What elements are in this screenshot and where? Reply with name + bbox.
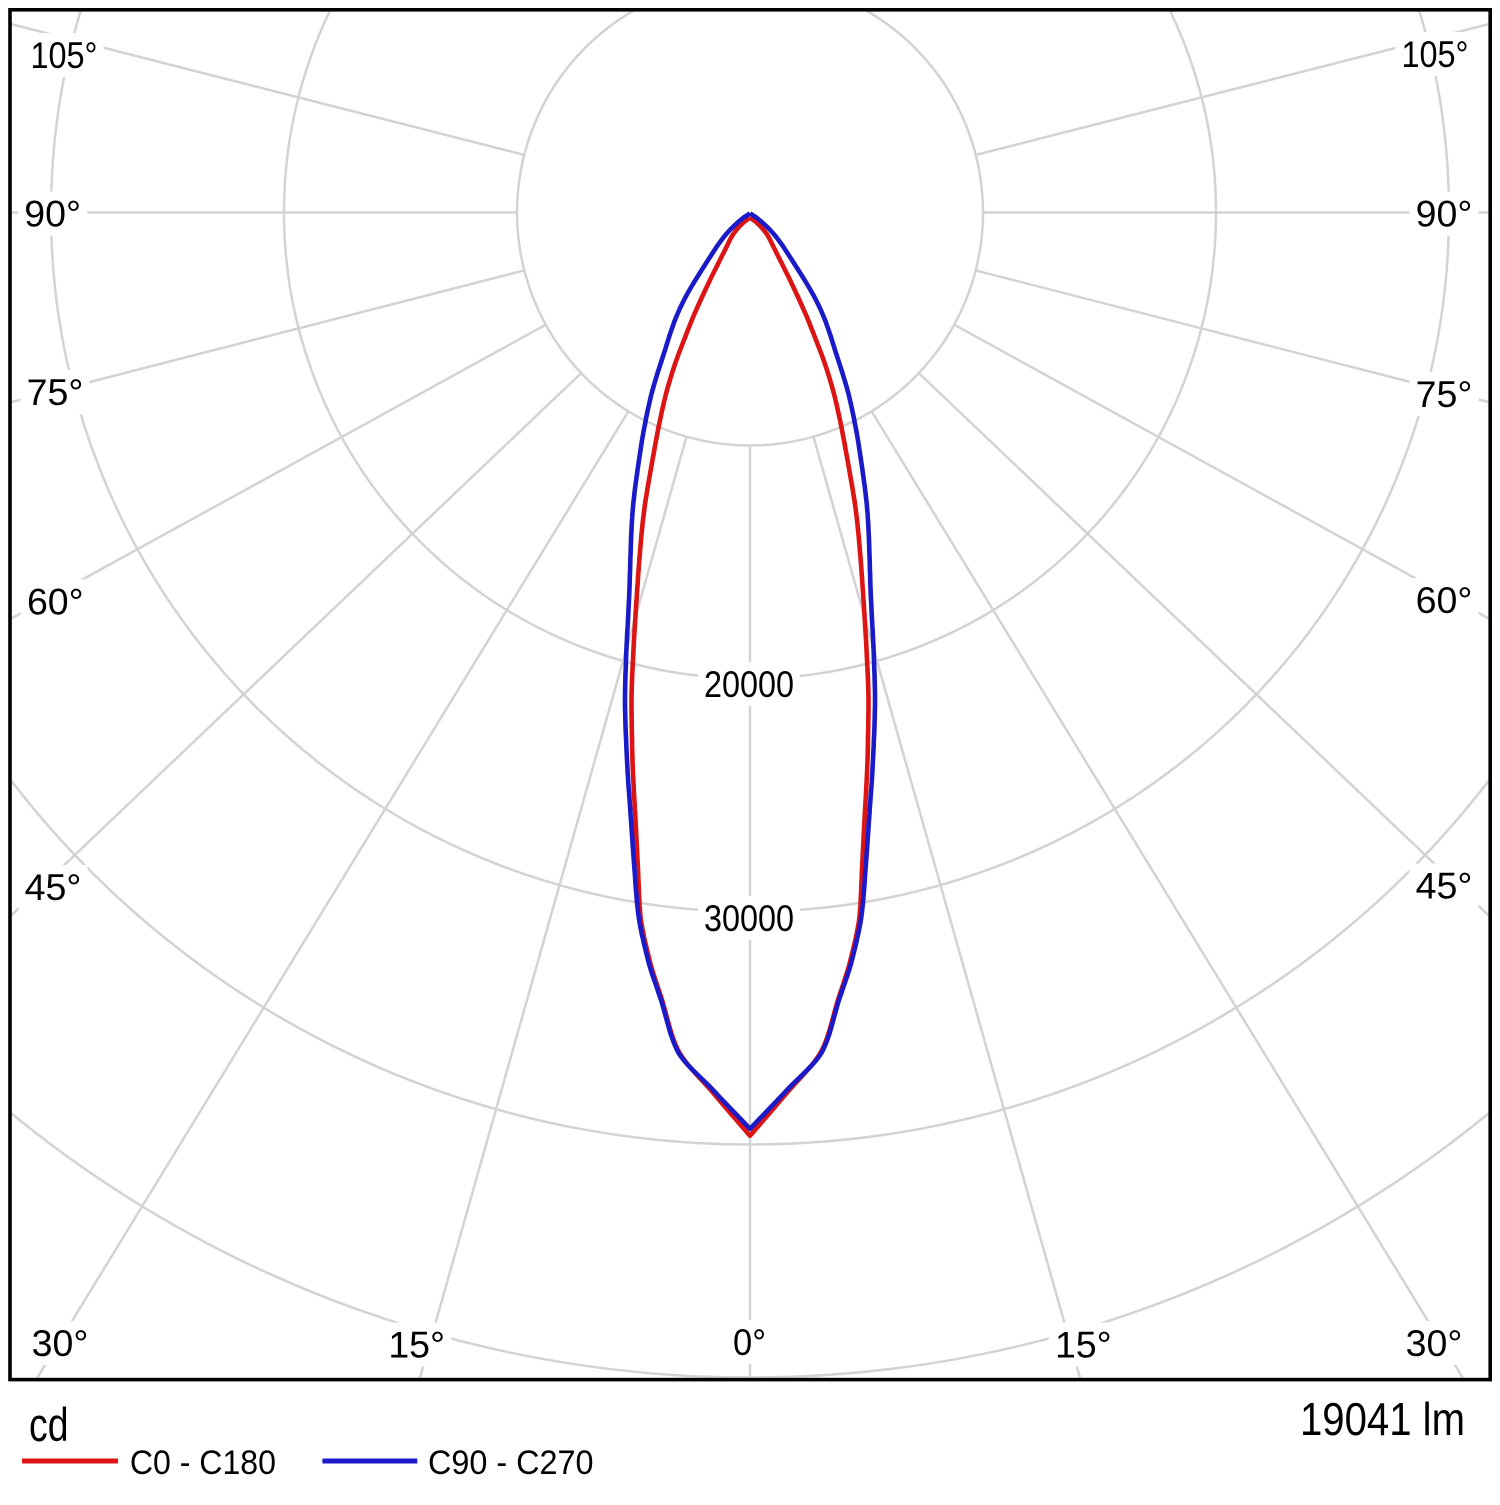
svg-text:75°: 75° (27, 371, 84, 413)
svg-text:19041 lm: 19041 lm (1300, 1393, 1465, 1445)
svg-text:0°: 0° (733, 1321, 766, 1363)
svg-text:90°: 90° (24, 193, 81, 235)
svg-text:15°: 15° (388, 1324, 445, 1366)
svg-text:105°: 105° (31, 34, 98, 76)
svg-text:45°: 45° (1416, 865, 1473, 907)
svg-text:60°: 60° (1416, 579, 1473, 621)
svg-text:90°: 90° (1416, 193, 1473, 235)
svg-text:105°: 105° (1402, 33, 1469, 75)
svg-text:20000: 20000 (704, 663, 794, 705)
svg-text:C90 - C270: C90 - C270 (428, 1444, 594, 1482)
svg-text:30°: 30° (1406, 1322, 1463, 1364)
svg-text:30000: 30000 (704, 897, 794, 939)
svg-text:C0 - C180: C0 - C180 (130, 1444, 276, 1482)
svg-text:45°: 45° (25, 866, 82, 908)
svg-text:60°: 60° (27, 581, 84, 623)
svg-text:15°: 15° (1055, 1324, 1112, 1366)
svg-text:30°: 30° (32, 1322, 89, 1364)
svg-text:cd: cd (29, 1398, 69, 1451)
svg-text:75°: 75° (1416, 373, 1473, 415)
